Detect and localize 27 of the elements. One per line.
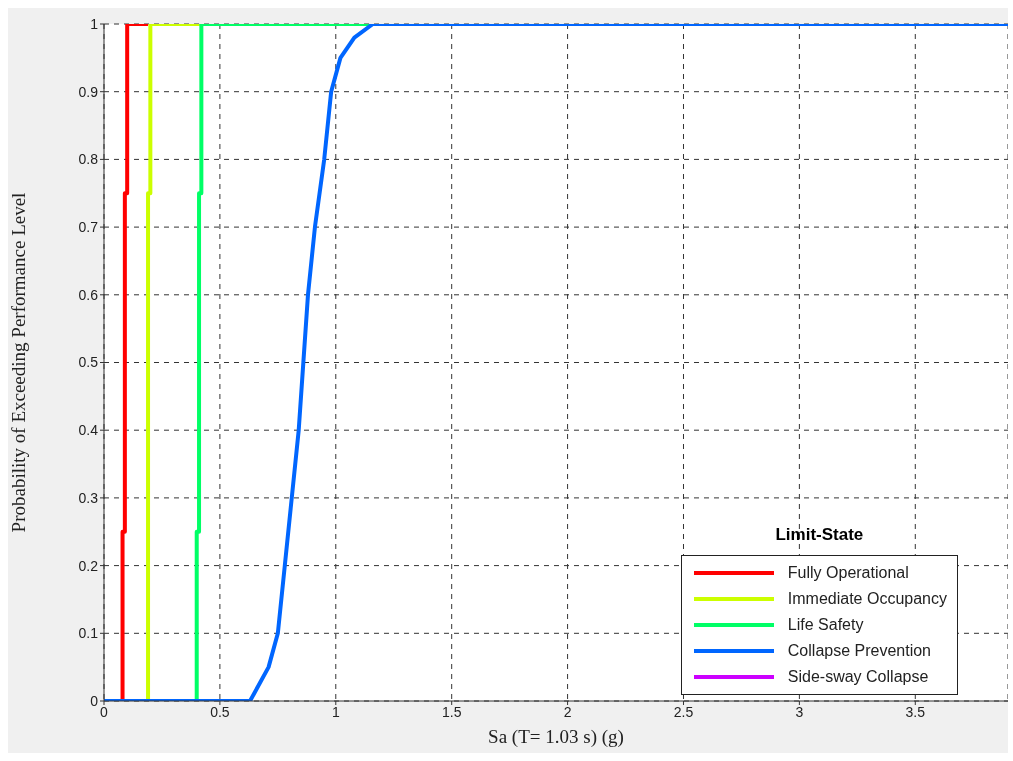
y-tick-label: 0.4 xyxy=(78,422,99,439)
y-tick-label: 0.5 xyxy=(78,354,99,371)
legend-title: Limit-State xyxy=(775,525,864,545)
y-tick-label: 0 xyxy=(90,692,99,709)
legend-label: Fully Operational xyxy=(787,564,909,582)
y-tick-label: 0.2 xyxy=(78,557,99,574)
legend-label: Collapse Prevention xyxy=(787,642,932,660)
legend-label: Side-sway Collapse xyxy=(787,668,929,686)
y-tick-label: 0.6 xyxy=(78,286,99,303)
line-series xyxy=(120,24,151,701)
x-tick-label: 3 xyxy=(795,703,804,720)
x-axis-title: Sa (T= 1.03 s) (g) xyxy=(488,726,624,748)
y-axis-title: Probability of Exceeding Performance Level xyxy=(7,192,29,533)
y-tick-label: 0.3 xyxy=(78,489,99,506)
x-tick-label: 1 xyxy=(331,703,340,720)
y-tick-label: 0.7 xyxy=(78,219,99,236)
x-tick-label: 0.5 xyxy=(210,703,230,720)
y-tick-label: 1 xyxy=(90,15,99,32)
legend-label: Immediate Occupancy xyxy=(787,590,947,608)
y-tick-label: 0.1 xyxy=(78,625,99,642)
x-tick-label: 2.5 xyxy=(673,703,694,720)
x-tick-label: 3.5 xyxy=(905,703,926,720)
y-tick-label: 0.9 xyxy=(78,83,99,100)
x-tick-label: 1.5 xyxy=(441,703,462,720)
y-tick-label: 0.8 xyxy=(78,151,99,168)
x-tick-label: 2 xyxy=(563,703,572,720)
legend-label: Life Safety xyxy=(787,616,864,634)
